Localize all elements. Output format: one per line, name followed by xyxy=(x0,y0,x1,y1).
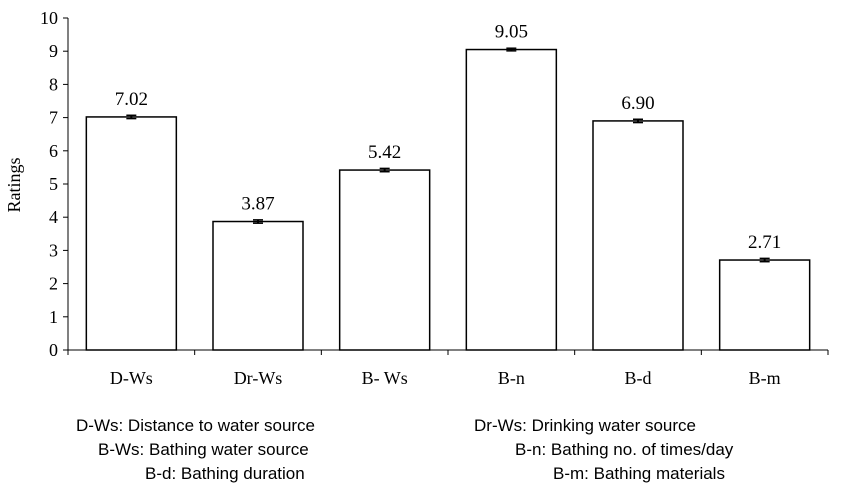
bar-4 xyxy=(592,120,684,351)
x-tick-label: D-Ws xyxy=(110,368,153,388)
data-label: 3.87 xyxy=(241,194,274,215)
data-label: 2.71 xyxy=(748,232,781,253)
note-b-ws: B-Ws: Bathing water source xyxy=(98,440,309,459)
data-label: 9.05 xyxy=(495,22,528,43)
bar-1 xyxy=(212,220,304,351)
y-tick-label: 7 xyxy=(49,108,58,128)
y-tick-label: 0 xyxy=(49,340,58,360)
y-tick-label: 2 xyxy=(49,274,58,294)
y-tick-label: 1 xyxy=(49,307,58,327)
note-dr-ws: Dr-Ws: Drinking water source xyxy=(474,416,696,435)
note-b-d: B-d: Bathing duration xyxy=(145,464,305,483)
x-axis-ticks: D-Ws Dr-Ws B- Ws B-n B-d B-m xyxy=(67,350,829,388)
y-tick-label: 4 xyxy=(49,207,58,227)
x-tick-label: B- Ws xyxy=(362,368,408,388)
data-label: 5.42 xyxy=(368,142,401,163)
abbreviation-notes: D-Ws: Distance to water source Dr-Ws: Dr… xyxy=(0,416,846,496)
bars: 7.02 3.87 5.42 9.05 6.90 2.71 xyxy=(85,22,811,351)
y-axis-label: Ratings xyxy=(4,157,24,212)
y-tick-label: 8 xyxy=(49,74,58,94)
x-tick-label: B-d xyxy=(625,368,652,388)
bar-0 xyxy=(85,116,178,351)
y-tick-label: 3 xyxy=(49,240,58,260)
note-b-m: B-m: Bathing materials xyxy=(553,464,725,483)
x-tick-label: Dr-Ws xyxy=(234,368,283,388)
x-tick-label: B-m xyxy=(749,368,781,388)
bar-5 xyxy=(718,259,811,351)
y-axis-ticks: 0 1 2 3 4 5 6 7 8 9 10 xyxy=(40,8,68,360)
bar-2 xyxy=(338,169,431,351)
y-tick-label: 5 xyxy=(49,174,58,194)
y-tick-label: 6 xyxy=(49,141,58,161)
data-label: 6.90 xyxy=(621,93,654,114)
note-d-ws: D-Ws: Distance to water source xyxy=(76,416,316,435)
y-tick-label: 9 xyxy=(49,41,58,61)
note-b-n: B-n: Bathing no. of times/day xyxy=(515,440,734,459)
y-tick-label: 10 xyxy=(40,8,58,28)
x-tick-label: B-n xyxy=(498,368,525,388)
data-label: 7.02 xyxy=(115,89,148,110)
bar-3 xyxy=(465,48,558,351)
